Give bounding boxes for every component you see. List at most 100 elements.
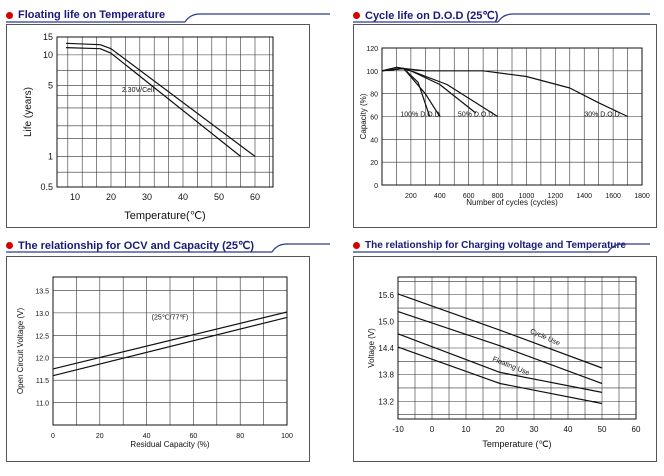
y-tick-label: 15.6 (378, 291, 394, 300)
annotation-label: 2.30V/Cell (122, 87, 155, 94)
y-tick-label: 60 (370, 115, 378, 122)
series-line-cycle-use-upper (397, 293, 603, 369)
x-tick-label: 30 (530, 425, 539, 434)
y-tick-label: 20 (370, 160, 378, 167)
plot-frame (397, 276, 637, 420)
panel-title-text: Cycle life on D.O.D (25℃) (365, 9, 499, 22)
chart-panel-charging: -10 0 10 20 30 40 50 60 13.2 13.8 14.4 15.0 15.6 Temp… (353, 256, 657, 462)
y-tick-label: 120 (366, 46, 378, 53)
panel-title-cycle-life: Cycle life on D.O.D (25℃) (353, 8, 498, 22)
annotation-label: 50% D.O.D. (458, 112, 495, 119)
y-tick-label: 13.2 (378, 397, 394, 406)
bullet-icon (6, 11, 13, 19)
y-tick-label: 1 (48, 151, 53, 161)
y-tick-label: 15 (43, 32, 53, 42)
x-tick-label: -10 (392, 425, 404, 434)
y-tick-label: 80 (370, 92, 378, 99)
series-line-50-d-o-d-a- (381, 67, 477, 114)
annotation-label: Cycle Use (529, 328, 561, 347)
y-axis-label: Life (years) (23, 87, 34, 137)
plot-frame (52, 276, 288, 426)
series-line-floating-use-lower (397, 346, 603, 405)
annotation-label: (25℃/77℉) (152, 315, 189, 322)
y-axis-label: Open Circuit Voltage (V) (16, 308, 25, 395)
series-line-floating-use-upper (397, 333, 603, 393)
plot-frame (381, 47, 643, 186)
x-tick-label: 200 (405, 193, 417, 200)
bullet-icon (353, 11, 360, 19)
panel-title-text: The relationship for Charging voltage an… (365, 239, 626, 251)
y-tick-label: 14.4 (378, 344, 394, 353)
y-tick-label: 40 (370, 137, 378, 144)
x-tick-label: 40 (143, 433, 151, 440)
charging-voltage-chart: -10 0 10 20 30 40 50 60 13.2 13.8 14.4 15.0 15.6 Temp… (367, 276, 641, 449)
x-tick-label: 60 (190, 433, 198, 440)
x-axis-label: Temperature(℃) (124, 210, 205, 222)
y-axis-label: Voltage (V) (367, 328, 376, 368)
x-tick-label: 0 (430, 425, 435, 434)
x-axis-label: Temperature (℃) (482, 439, 551, 449)
x-tick-label: 40 (178, 192, 188, 202)
panel-title-text: The relationship for OCV and Capacity (2… (18, 239, 255, 252)
bullet-icon (6, 241, 13, 249)
y-tick-label: 15.0 (378, 317, 394, 326)
x-tick-label: 1400 (576, 193, 592, 200)
panel-title-floating-life: Floating life on Temperature (6, 8, 165, 22)
x-tick-label: 1800 (634, 193, 650, 200)
cycle-life-chart: 200 400 600 800 1000 1200 1400 1600 1800 0 20 40 60 8… (359, 46, 650, 207)
x-tick-label: 30 (142, 192, 152, 202)
series-line-upper (52, 311, 288, 370)
annotation-label: 100% D.O.D. (400, 112, 441, 119)
panel-title-text: Floating life on Temperature (18, 9, 166, 21)
x-tick-label: 100 (281, 433, 293, 440)
plot-frame (56, 36, 274, 188)
series-line-30-d-o-d- (381, 67, 628, 118)
series-line-upper (65, 42, 256, 157)
x-tick-label: 1000 (519, 193, 535, 200)
x-tick-label: 20 (106, 192, 116, 202)
y-tick-label: 13.8 (378, 371, 394, 380)
y-tick-label: 11.5 (36, 378, 49, 385)
chart-panel-cycle-life: 200 400 600 800 1000 1200 1400 1600 1800 0 20 40 60 8… (353, 24, 657, 228)
x-tick-label: 0 (51, 433, 55, 440)
x-tick-label: 40 (564, 425, 573, 434)
x-tick-label: 50 (214, 192, 224, 202)
chart-panel-floating-life: 10 20 30 40 50 60 15 10 5 1 0.5 Temperature(℃) Life … (6, 24, 310, 228)
y-tick-label: 10 (43, 50, 53, 60)
x-tick-label: 60 (632, 425, 641, 434)
x-tick-label: 20 (496, 425, 505, 434)
floating-life-chart: 10 20 30 40 50 60 15 10 5 1 0.5 Temperature(℃) Life … (23, 32, 274, 222)
y-tick-label: 5 (48, 80, 53, 90)
y-tick-label: 100 (366, 69, 378, 76)
x-tick-label: 50 (598, 425, 607, 434)
y-tick-label: 0 (374, 183, 378, 190)
series-line-lower (65, 47, 241, 157)
x-tick-label: 80 (236, 433, 244, 440)
panel-title-ocv: The relationship for OCV and Capacity (2… (6, 238, 254, 252)
y-tick-label: 13.0 (35, 311, 49, 318)
y-tick-label: 12.0 (35, 356, 49, 363)
x-tick-label: 10 (70, 192, 80, 202)
x-axis-label: Number of cycles (cycles) (466, 198, 558, 207)
x-tick-label: 400 (434, 193, 446, 200)
annotation-label: 30% D.O.D. (584, 112, 621, 119)
y-axis-label: Capacity (%) (359, 93, 368, 139)
x-tick-label: 10 (462, 425, 471, 434)
x-tick-label: 1600 (605, 193, 621, 200)
y-tick-label: 13.5 (35, 288, 49, 295)
series-line-cycle-use-lower (397, 311, 603, 385)
ocv-capacity-chart: 0 20 40 60 80 100 11.0 11.5 12.0 12.5 13.0 13.5 Resi… (16, 276, 293, 449)
chart-panel-ocv: 0 20 40 60 80 100 11.0 11.5 12.0 12.5 13.0 13.5 Resi… (6, 256, 310, 462)
panel-title-charging: The relationship for Charging voltage an… (353, 238, 626, 252)
x-tick-label: 1200 (548, 193, 564, 200)
x-tick-label: 20 (96, 433, 104, 440)
x-axis-label: Residual Capacity (%) (130, 440, 209, 449)
y-tick-label: 11.0 (36, 401, 49, 408)
bullet-icon (353, 241, 360, 249)
x-tick-label: 600 (463, 193, 475, 200)
series-line-lower (52, 316, 288, 377)
x-tick-label: 60 (250, 192, 260, 202)
x-tick-label: 800 (492, 193, 504, 200)
y-tick-label: 0.5 (40, 182, 53, 192)
y-tick-label: 12.5 (35, 333, 49, 340)
